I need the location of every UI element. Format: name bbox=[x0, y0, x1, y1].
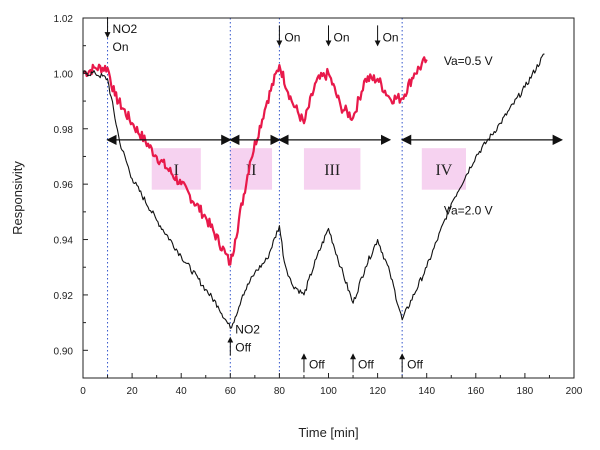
x-axis-title: Time [min] bbox=[298, 425, 358, 440]
region-box-4 bbox=[421, 148, 466, 190]
y-axis-title: Responsivity bbox=[10, 161, 25, 235]
x-tick-label: 100 bbox=[320, 386, 337, 397]
region-label-2: II bbox=[246, 162, 257, 179]
annotation-off-3-0: Off bbox=[407, 357, 423, 371]
annotation-no2-on-0: NO2 bbox=[113, 22, 138, 36]
series-label-2: Va=2.0 V bbox=[444, 204, 493, 218]
region-box-3 bbox=[303, 148, 361, 190]
y-tick-label: 0.96 bbox=[54, 180, 74, 191]
x-tick-label: 40 bbox=[176, 386, 188, 397]
x-tick-label: 0 bbox=[80, 386, 86, 397]
y-tick-label: 1.00 bbox=[54, 69, 74, 80]
annotation-off-1-0: Off bbox=[309, 357, 325, 371]
x-tick-label: 60 bbox=[225, 386, 237, 397]
x-tick-label: 140 bbox=[418, 386, 435, 397]
x-tick-label: 160 bbox=[467, 386, 484, 397]
x-tick-label: 120 bbox=[369, 386, 386, 397]
x-tick-label: 80 bbox=[274, 386, 286, 397]
x-tick-label: 20 bbox=[127, 386, 139, 397]
region-box-2 bbox=[230, 148, 273, 190]
data-series bbox=[82, 53, 545, 329]
axis-ticks: 0 20 40 60 80 100 120 140 160 180 200 0.90 0.92 0.94 0… bbox=[54, 14, 583, 397]
annotation-no2-on-1: On bbox=[113, 40, 129, 54]
series-label-1: Va=0.5 V bbox=[444, 54, 493, 68]
region-boxes: I II III IV bbox=[151, 148, 466, 190]
x-tick-label: 180 bbox=[517, 386, 534, 397]
annotation-on-1-0: On bbox=[284, 30, 300, 44]
region-label-1: I bbox=[174, 162, 179, 179]
y-tick-label: 0.98 bbox=[54, 125, 74, 136]
y-tick-label: 0.94 bbox=[54, 236, 74, 247]
annotation-on-3-0: On bbox=[383, 30, 399, 44]
annotation-off-2-0: Off bbox=[358, 357, 374, 371]
annotations: NO2 On On On On NO2 Off Off Off Off Va=0.5 V Va=2.0… bbox=[104, 17, 493, 373]
series-line-va20 bbox=[82, 53, 545, 329]
y-tick-label: 1.02 bbox=[54, 14, 74, 25]
y-tick-label: 0.90 bbox=[54, 346, 74, 357]
x-tick-label: 200 bbox=[566, 386, 583, 397]
annotation-no2-off-0: NO2 bbox=[235, 323, 260, 337]
annotation-no2-off-1: Off bbox=[235, 341, 251, 355]
annotation-on-2-0: On bbox=[334, 30, 350, 44]
y-tick-label: 0.92 bbox=[54, 291, 74, 302]
region-label-4: IV bbox=[435, 162, 452, 179]
region-label-3: III bbox=[324, 162, 340, 179]
